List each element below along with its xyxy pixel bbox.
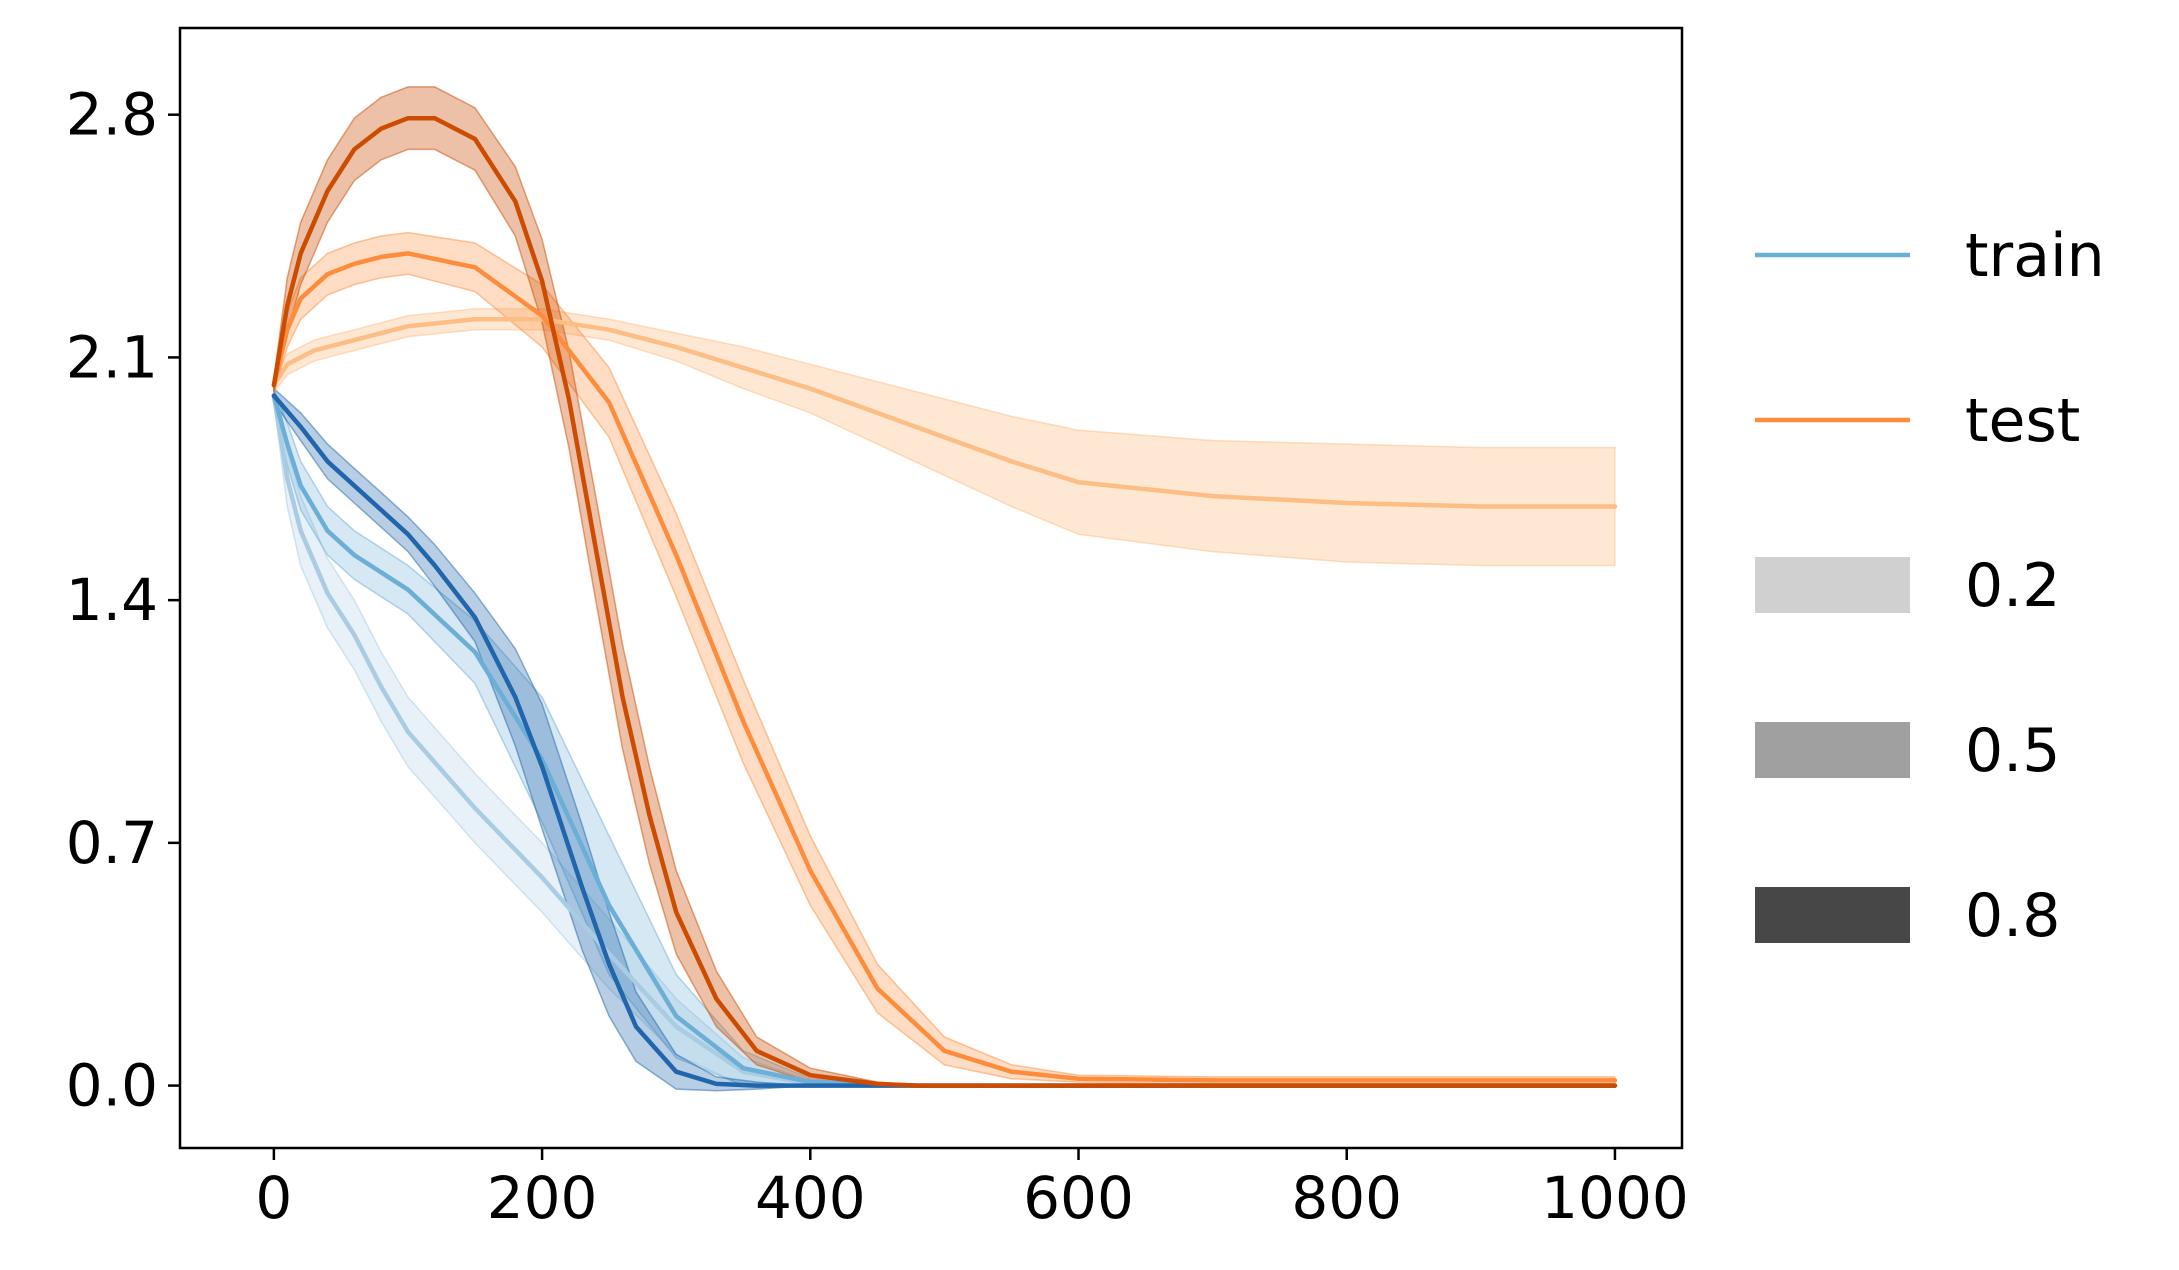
legend-label-test: test bbox=[1965, 386, 2080, 456]
x-tick-label: 200 bbox=[487, 1164, 598, 1232]
y-tick-label: 2.1 bbox=[66, 323, 158, 391]
plot-frame bbox=[178, 26, 1684, 1150]
line-test-0.2 bbox=[271, 317, 1618, 509]
legend-label-0.8: 0.8 bbox=[1965, 881, 2060, 951]
series-lines bbox=[271, 115, 1618, 1088]
line-test-0.5 bbox=[271, 251, 1618, 1083]
legend: train test 0.2 0.5 0.8 bbox=[1755, 221, 2105, 951]
legend-patch-0.8 bbox=[1755, 887, 1910, 943]
band-test-0.8 bbox=[273, 86, 1615, 1087]
legend-label-0.5: 0.5 bbox=[1965, 716, 2060, 786]
y-tick-label: 0.7 bbox=[66, 809, 158, 877]
legend-label-train: train bbox=[1965, 221, 2105, 291]
x-axis: 0 200 400 600 800 1000 bbox=[255, 1148, 1689, 1232]
legend-label-0.2: 0.2 bbox=[1965, 551, 2060, 621]
x-tick-label: 600 bbox=[1023, 1164, 1134, 1232]
x-tick-label: 0 bbox=[255, 1164, 292, 1232]
y-tick-label: 2.8 bbox=[66, 81, 158, 149]
y-tick-label: 0.0 bbox=[66, 1052, 158, 1120]
plot-area bbox=[178, 26, 1684, 1150]
confidence-bands bbox=[273, 86, 1616, 1092]
legend-patch-0.2 bbox=[1755, 557, 1910, 613]
legend-patch-0.5 bbox=[1755, 722, 1910, 778]
x-tick-label: 800 bbox=[1291, 1164, 1402, 1232]
x-tick-label: 400 bbox=[755, 1164, 866, 1232]
line-train-0.8 bbox=[271, 393, 1618, 1088]
line-test-0.8 bbox=[271, 115, 1618, 1088]
y-axis: 0.0 0.7 1.4 2.1 2.8 bbox=[66, 81, 180, 1120]
x-tick-label: 1000 bbox=[1541, 1164, 1689, 1232]
y-tick-label: 1.4 bbox=[66, 566, 158, 634]
